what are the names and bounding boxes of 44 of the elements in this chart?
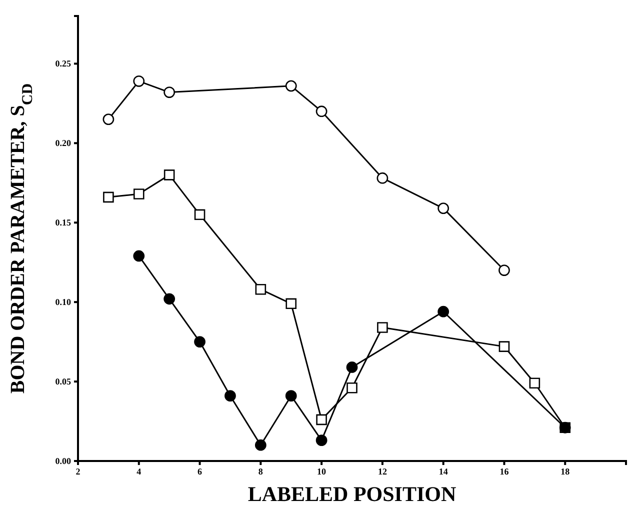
x-tick-label: 18 (560, 466, 570, 476)
point (346, 362, 358, 373)
point (103, 192, 114, 203)
x-tick-label: 8 (258, 466, 264, 476)
x-axis-title: LABELED POSITION (248, 482, 456, 506)
x-tick-label: 2 (76, 466, 81, 476)
point (346, 382, 358, 394)
x-tick-label: 10 (317, 466, 327, 476)
point (285, 80, 297, 92)
point (286, 298, 297, 310)
y-tick-label: 0.05 (55, 376, 72, 386)
x-tick-label: 14 (438, 466, 448, 476)
point (102, 114, 114, 125)
y-tick-label: 0.15 (55, 217, 72, 228)
point (224, 390, 236, 402)
x-tick-label: 4 (136, 466, 142, 476)
point (255, 284, 266, 295)
point (498, 341, 510, 352)
x-tick-label: 12 (378, 466, 388, 476)
point (316, 434, 328, 446)
point (376, 172, 388, 184)
y-tick-label: 0.20 (55, 138, 72, 148)
point (498, 264, 510, 276)
x-tick-label: 16 (500, 466, 510, 476)
point (316, 106, 328, 118)
point (254, 439, 266, 451)
point (529, 378, 540, 389)
y-tick-label: 0.00 (55, 456, 72, 466)
point (285, 390, 297, 402)
point (316, 414, 327, 426)
point (133, 75, 145, 87)
point (133, 250, 145, 262)
point (377, 322, 388, 333)
x-tick-label: 6 (198, 466, 203, 476)
point (438, 202, 450, 214)
point (164, 170, 175, 180)
point (164, 86, 176, 98)
point (438, 306, 450, 318)
point (164, 293, 176, 305)
point (133, 188, 144, 200)
y-tick-label: 0.25 (55, 58, 72, 69)
point (194, 336, 206, 348)
point (194, 209, 206, 220)
y-tick-label: 0.10 (55, 296, 72, 307)
